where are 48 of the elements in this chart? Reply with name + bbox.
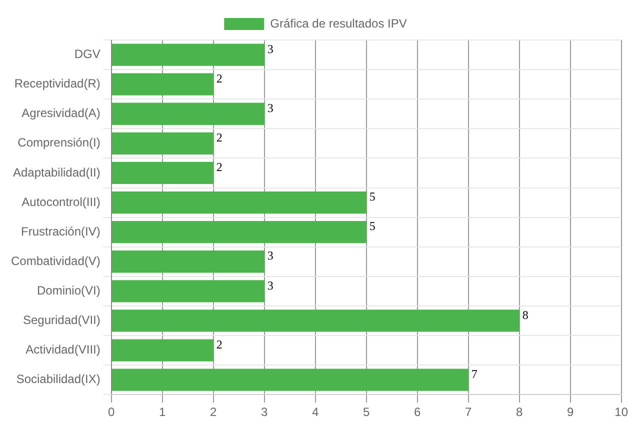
data-label: 5 [369, 190, 376, 204]
y-tick-label: Dominio(VI) [37, 283, 100, 298]
data-label: 2 [216, 71, 222, 86]
y-tick-label: Seguridad(VII) [22, 313, 100, 328]
bar [112, 162, 214, 184]
bar [112, 250, 264, 273]
x-tick-label: 6 [414, 405, 421, 420]
bar [112, 220, 366, 244]
x-tick-label: 8 [516, 405, 523, 420]
y-tick-label: Autocontrol(III) [22, 194, 100, 209]
y-tick-label: DGV [74, 47, 100, 62]
bar [112, 44, 264, 66]
data-label: 2 [216, 130, 222, 144]
x-tick-label: 10 [614, 405, 628, 420]
x-tick-label: 0 [108, 405, 116, 420]
data-label: 2 [216, 337, 222, 352]
y-tick-label: Sociabilidad(IX) [16, 372, 100, 386]
data-label: 3 [267, 248, 274, 263]
x-tick-label: 3 [261, 405, 268, 420]
y-tick-label: Receptividad(R) [14, 76, 100, 91]
bar [112, 102, 264, 125]
data-label: 3 [267, 100, 274, 115]
bar [112, 73, 214, 96]
y-tick-label: Adaptabilidad(II) [12, 165, 100, 180]
bar [112, 191, 366, 214]
data-label: 5 [369, 219, 376, 234]
data-label: 3 [267, 278, 274, 292]
x-tick-label: 5 [363, 405, 370, 420]
x-tick-label: 9 [566, 405, 574, 420]
y-tick-label: Comprensión(I) [18, 136, 100, 150]
bar [112, 368, 468, 391]
x-tick-label: 7 [464, 405, 472, 420]
y-tick-label: Agresividad(A) [22, 106, 100, 120]
x-tick-label: 4 [312, 405, 320, 420]
data-label: 3 [267, 42, 274, 56]
bar [112, 132, 214, 155]
y-tick-label: Frustración(IV) [21, 224, 100, 238]
x-tick-label: 2 [210, 405, 218, 420]
y-tick-label: Actividad(VIII) [26, 342, 100, 357]
data-label: 7 [471, 366, 478, 381]
legend-label: Gráfica de resultados IPV [270, 16, 407, 30]
bar [112, 339, 214, 362]
data-label: 2 [216, 160, 222, 174]
y-tick-label: Combatividad(V) [10, 254, 100, 268]
x-tick-label: 1 [159, 405, 166, 420]
bar [112, 280, 264, 302]
bar [112, 310, 520, 332]
data-label: 8 [522, 308, 528, 322]
